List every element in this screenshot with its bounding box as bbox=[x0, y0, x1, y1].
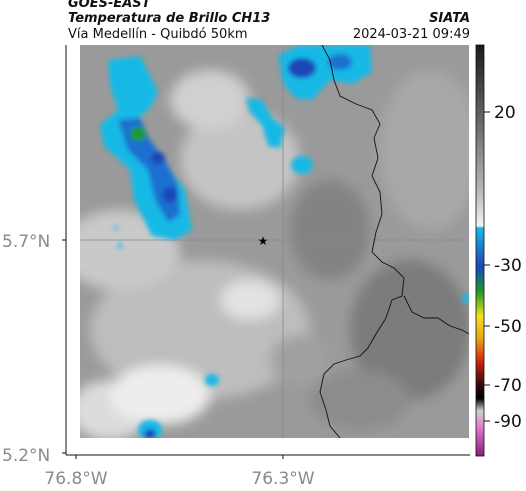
colorbar-tick-label: -70 bbox=[494, 376, 522, 396]
timestamp: 2024-03-21 09:49 bbox=[352, 27, 470, 42]
satellite-image bbox=[80, 45, 469, 438]
star-marker: ★ bbox=[258, 234, 269, 248]
agency-label: SIATA bbox=[429, 11, 470, 26]
region-subtitle: Vía Medellín - Quibdó 50km bbox=[68, 27, 248, 42]
lon-tick-label: 76.3°W bbox=[251, 469, 314, 489]
colorbar-tick-label: -90 bbox=[494, 412, 522, 432]
lat-tick-label: 5.2°N bbox=[2, 446, 50, 466]
satellite-title: GOES-EAST bbox=[68, 0, 151, 11]
colorbar-tick-label: 20 bbox=[494, 103, 516, 123]
lon-tick-label: 76.8°W bbox=[44, 469, 107, 489]
department-border-east bbox=[403, 295, 469, 335]
colorbar: 20 -30 -50 -70 -90 bbox=[475, 44, 522, 457]
product-title: Temperatura de Brillo CH13 bbox=[68, 11, 271, 26]
lat-tick-label: 5.7°N bbox=[2, 232, 50, 252]
colorbar-tick-label: -30 bbox=[494, 256, 522, 276]
colorbar-tick-label: -50 bbox=[494, 317, 522, 337]
department-border bbox=[319, 45, 405, 438]
